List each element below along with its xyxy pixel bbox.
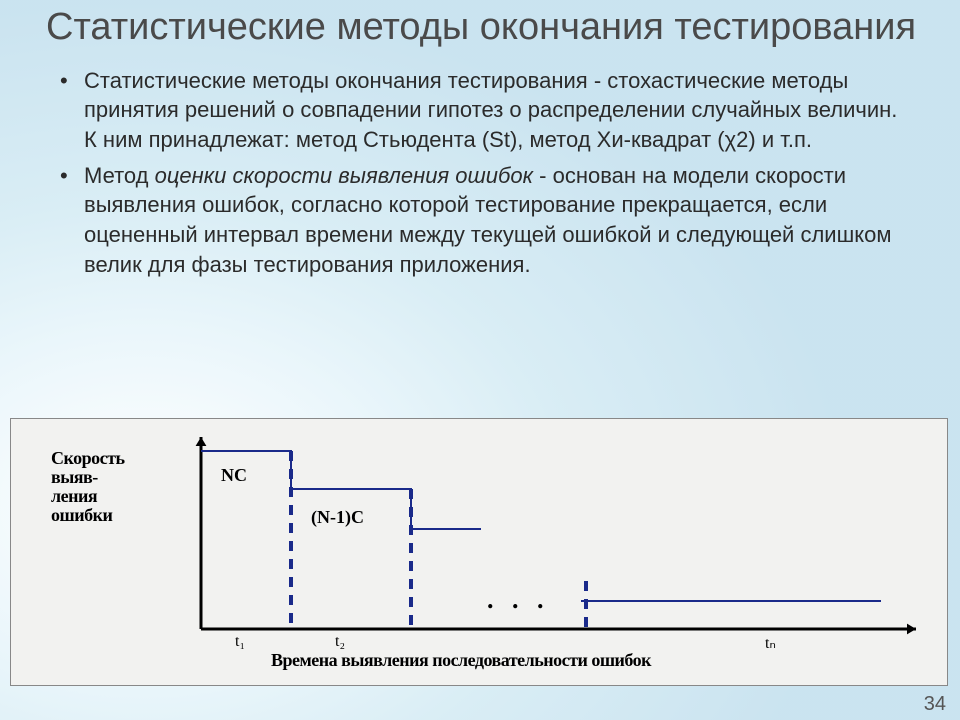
chart-svg: [11, 419, 949, 687]
bullet-2: Метод оценки скорости выявления ошибок -…: [56, 161, 904, 280]
bullet-2-prefix: Метод: [84, 163, 155, 188]
slide-title: Статистические методы окончания тестиров…: [0, 0, 960, 62]
step-label-nc: NC: [221, 465, 247, 486]
page-number: 34: [924, 693, 946, 716]
slide: Статистические методы окончания тестиров…: [0, 0, 960, 720]
step-label-n1c: (N-1)C: [311, 507, 364, 528]
bullet-2-em: оценки скорости выявления ошибок: [155, 163, 533, 188]
bullet-list: Статистические методы окончания тестиров…: [56, 66, 904, 280]
x-tick-t1: t₁: [235, 633, 245, 651]
bullet-1-text: Статистические методы окончания тестиров…: [84, 68, 897, 152]
x-axis-label: Времена выявления последовательности оши…: [271, 650, 911, 671]
chart-frame: Скорость выяв- ления ошибки NC (N-1)C . …: [10, 418, 948, 686]
ellipsis-icon: . . .: [487, 585, 550, 615]
chart: Скорость выяв- ления ошибки NC (N-1)C . …: [11, 419, 947, 685]
bullet-1: Статистические методы окончания тестиров…: [56, 66, 904, 155]
slide-body: Статистические методы окончания тестиров…: [0, 62, 960, 280]
x-tick-t2: t₂: [335, 633, 345, 651]
